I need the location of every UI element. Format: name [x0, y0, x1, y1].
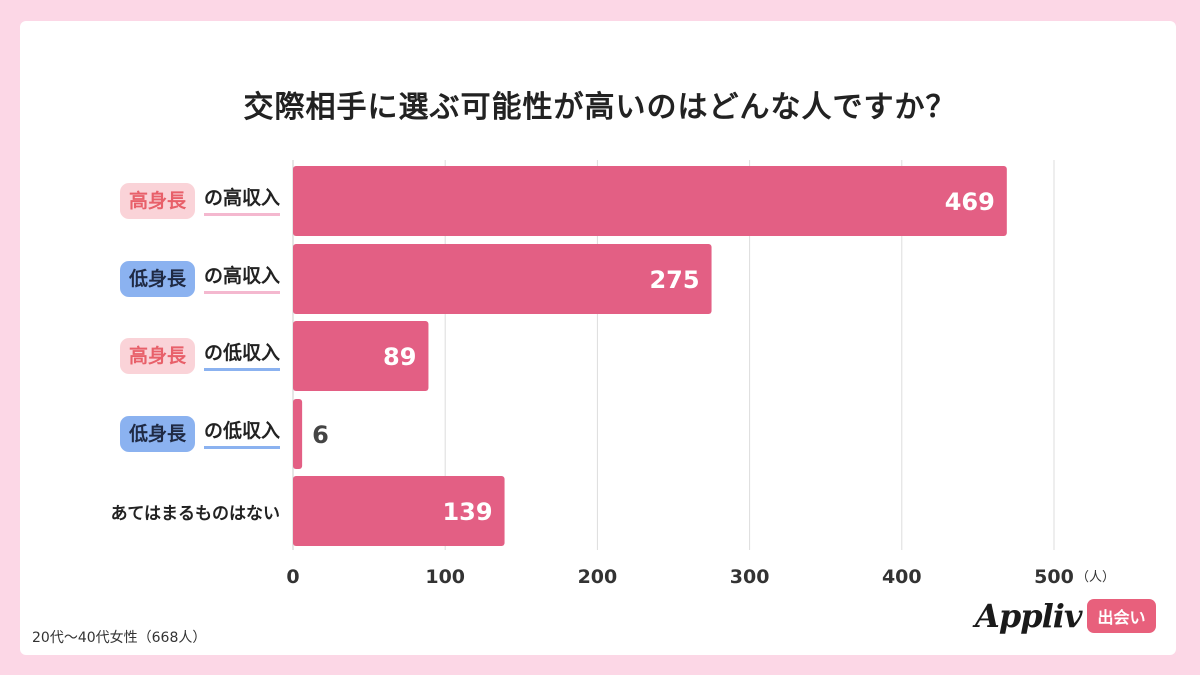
category-label: あてはまるものはない: [0, 491, 280, 531]
bar: [293, 166, 1007, 236]
x-tick-label: 300: [730, 566, 770, 588]
x-tick-label: 400: [882, 566, 922, 588]
x-tick-label: 200: [578, 566, 618, 588]
logo-badge: 出会い: [1087, 599, 1156, 633]
chart-card: [20, 21, 1176, 655]
height-tag: 低身長: [119, 261, 195, 297]
logo-text: Appliv: [975, 597, 1082, 635]
height-tag: 高身長: [119, 183, 195, 219]
applivi-logo: Appliv 出会い: [975, 596, 1156, 636]
bar: [293, 244, 712, 314]
category-label: 高身長 の低収入: [0, 336, 280, 376]
income-label: の低収入: [203, 419, 280, 449]
bar: [293, 399, 303, 469]
x-unit-label: （人）: [1076, 570, 1115, 585]
income-label: の低収入: [203, 341, 280, 371]
income-label: の高収入: [203, 264, 280, 294]
x-tick-label: 500: [1034, 566, 1074, 588]
none-label: あてはまるものはない: [110, 503, 280, 524]
bar-value-label: 89: [383, 343, 416, 371]
sample-footnote: 20代〜40代女性（668人）: [32, 630, 207, 646]
income-label: の高収入: [203, 186, 280, 216]
height-tag: 低身長: [119, 416, 195, 452]
bar-value-label: 6: [312, 421, 329, 449]
category-label: 低身長 の高収入: [0, 259, 280, 299]
x-tick-label: 0: [286, 566, 299, 588]
category-label: 低身長 の低収入: [0, 414, 280, 454]
height-tag: 高身長: [119, 338, 195, 374]
bar-value-label: 275: [649, 266, 699, 294]
x-tick-label: 100: [425, 566, 465, 588]
bar-value-label: 469: [945, 188, 995, 216]
bar: [293, 476, 505, 546]
bar-value-label: 139: [442, 498, 492, 526]
category-label: 高身長 の高収入: [0, 181, 280, 221]
bar: [293, 321, 429, 391]
chart-title: 交際相手に選ぶ可能性が高いのはどんな人ですか？: [243, 90, 957, 125]
